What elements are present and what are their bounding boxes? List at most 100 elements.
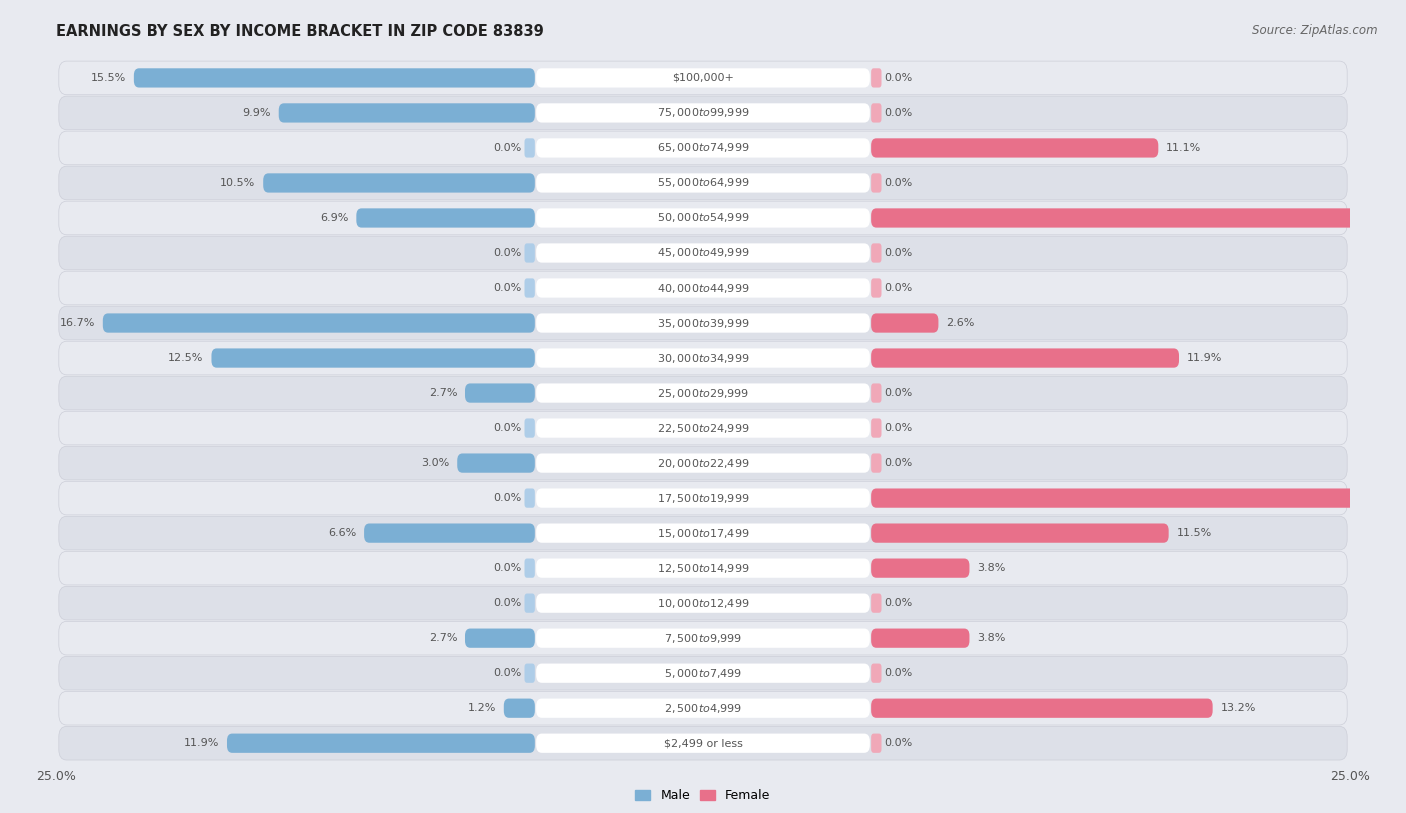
Text: 0.0%: 0.0% (884, 738, 912, 748)
FancyBboxPatch shape (59, 691, 1347, 725)
Text: 16.7%: 16.7% (59, 318, 96, 328)
FancyBboxPatch shape (536, 559, 870, 578)
FancyBboxPatch shape (134, 68, 534, 88)
FancyBboxPatch shape (536, 593, 870, 613)
FancyBboxPatch shape (503, 698, 534, 718)
FancyBboxPatch shape (59, 341, 1347, 375)
FancyBboxPatch shape (524, 593, 534, 613)
FancyBboxPatch shape (536, 243, 870, 263)
Text: 0.0%: 0.0% (494, 423, 522, 433)
FancyBboxPatch shape (59, 237, 1347, 270)
FancyBboxPatch shape (524, 663, 534, 683)
FancyBboxPatch shape (524, 559, 534, 578)
Text: $2,499 or less: $2,499 or less (664, 738, 742, 748)
Legend: Male, Female: Male, Female (630, 785, 776, 807)
Text: 0.0%: 0.0% (494, 143, 522, 153)
Text: $15,000 to $17,499: $15,000 to $17,499 (657, 527, 749, 540)
FancyBboxPatch shape (872, 243, 882, 263)
FancyBboxPatch shape (536, 173, 870, 193)
FancyBboxPatch shape (536, 208, 870, 228)
Text: $35,000 to $39,999: $35,000 to $39,999 (657, 316, 749, 329)
Text: 11.9%: 11.9% (184, 738, 219, 748)
Text: 11.1%: 11.1% (1166, 143, 1201, 153)
FancyBboxPatch shape (59, 516, 1347, 550)
Text: $20,000 to $22,499: $20,000 to $22,499 (657, 457, 749, 470)
FancyBboxPatch shape (59, 656, 1347, 690)
FancyBboxPatch shape (536, 103, 870, 123)
FancyBboxPatch shape (872, 628, 970, 648)
FancyBboxPatch shape (59, 166, 1347, 200)
Text: 0.0%: 0.0% (884, 388, 912, 398)
FancyBboxPatch shape (59, 307, 1347, 340)
Text: 3.0%: 3.0% (422, 458, 450, 468)
Text: 11.5%: 11.5% (1177, 528, 1212, 538)
FancyBboxPatch shape (536, 384, 870, 402)
FancyBboxPatch shape (536, 278, 870, 298)
FancyBboxPatch shape (59, 61, 1347, 95)
FancyBboxPatch shape (59, 131, 1347, 165)
Text: 10.5%: 10.5% (221, 178, 256, 188)
Text: 0.0%: 0.0% (884, 73, 912, 83)
FancyBboxPatch shape (872, 559, 970, 578)
FancyBboxPatch shape (536, 663, 870, 683)
FancyBboxPatch shape (872, 313, 938, 333)
FancyBboxPatch shape (59, 96, 1347, 130)
FancyBboxPatch shape (872, 68, 882, 88)
FancyBboxPatch shape (465, 384, 534, 402)
FancyBboxPatch shape (59, 272, 1347, 305)
FancyBboxPatch shape (536, 68, 870, 88)
FancyBboxPatch shape (872, 173, 882, 193)
FancyBboxPatch shape (59, 481, 1347, 515)
FancyBboxPatch shape (872, 138, 1159, 158)
FancyBboxPatch shape (872, 733, 882, 753)
Text: 6.6%: 6.6% (328, 528, 356, 538)
FancyBboxPatch shape (872, 349, 1180, 367)
FancyBboxPatch shape (872, 524, 1168, 543)
Text: 0.0%: 0.0% (884, 423, 912, 433)
FancyBboxPatch shape (872, 454, 882, 472)
FancyBboxPatch shape (872, 103, 882, 123)
Text: $7,500 to $9,999: $7,500 to $9,999 (664, 632, 742, 645)
Text: 2.7%: 2.7% (429, 633, 457, 643)
FancyBboxPatch shape (536, 349, 870, 367)
FancyBboxPatch shape (536, 698, 870, 718)
FancyBboxPatch shape (524, 278, 534, 298)
Text: 0.0%: 0.0% (884, 248, 912, 258)
FancyBboxPatch shape (536, 733, 870, 753)
Text: $45,000 to $49,999: $45,000 to $49,999 (657, 246, 749, 259)
FancyBboxPatch shape (211, 349, 534, 367)
FancyBboxPatch shape (524, 489, 534, 508)
FancyBboxPatch shape (59, 201, 1347, 235)
Text: 2.7%: 2.7% (429, 388, 457, 398)
FancyBboxPatch shape (226, 733, 534, 753)
Text: $100,000+: $100,000+ (672, 73, 734, 83)
Text: 0.0%: 0.0% (884, 668, 912, 678)
Text: 3.8%: 3.8% (977, 633, 1005, 643)
Text: 3.8%: 3.8% (977, 563, 1005, 573)
FancyBboxPatch shape (872, 489, 1406, 508)
FancyBboxPatch shape (536, 138, 870, 158)
Text: 0.0%: 0.0% (884, 108, 912, 118)
FancyBboxPatch shape (263, 173, 534, 193)
Text: 0.0%: 0.0% (494, 493, 522, 503)
Text: $25,000 to $29,999: $25,000 to $29,999 (657, 386, 749, 399)
Text: 9.9%: 9.9% (242, 108, 271, 118)
FancyBboxPatch shape (872, 663, 882, 683)
Text: 6.9%: 6.9% (321, 213, 349, 223)
FancyBboxPatch shape (536, 454, 870, 472)
FancyBboxPatch shape (59, 551, 1347, 585)
FancyBboxPatch shape (364, 524, 534, 543)
FancyBboxPatch shape (59, 376, 1347, 410)
Text: 1.2%: 1.2% (468, 703, 496, 713)
FancyBboxPatch shape (872, 384, 882, 402)
Text: 11.9%: 11.9% (1187, 353, 1222, 363)
FancyBboxPatch shape (536, 489, 870, 508)
FancyBboxPatch shape (103, 313, 534, 333)
Text: 0.0%: 0.0% (884, 178, 912, 188)
FancyBboxPatch shape (524, 419, 534, 437)
Text: 0.0%: 0.0% (494, 668, 522, 678)
Text: $40,000 to $44,999: $40,000 to $44,999 (657, 281, 749, 294)
FancyBboxPatch shape (536, 524, 870, 543)
Text: $2,500 to $4,999: $2,500 to $4,999 (664, 702, 742, 715)
FancyBboxPatch shape (872, 593, 882, 613)
